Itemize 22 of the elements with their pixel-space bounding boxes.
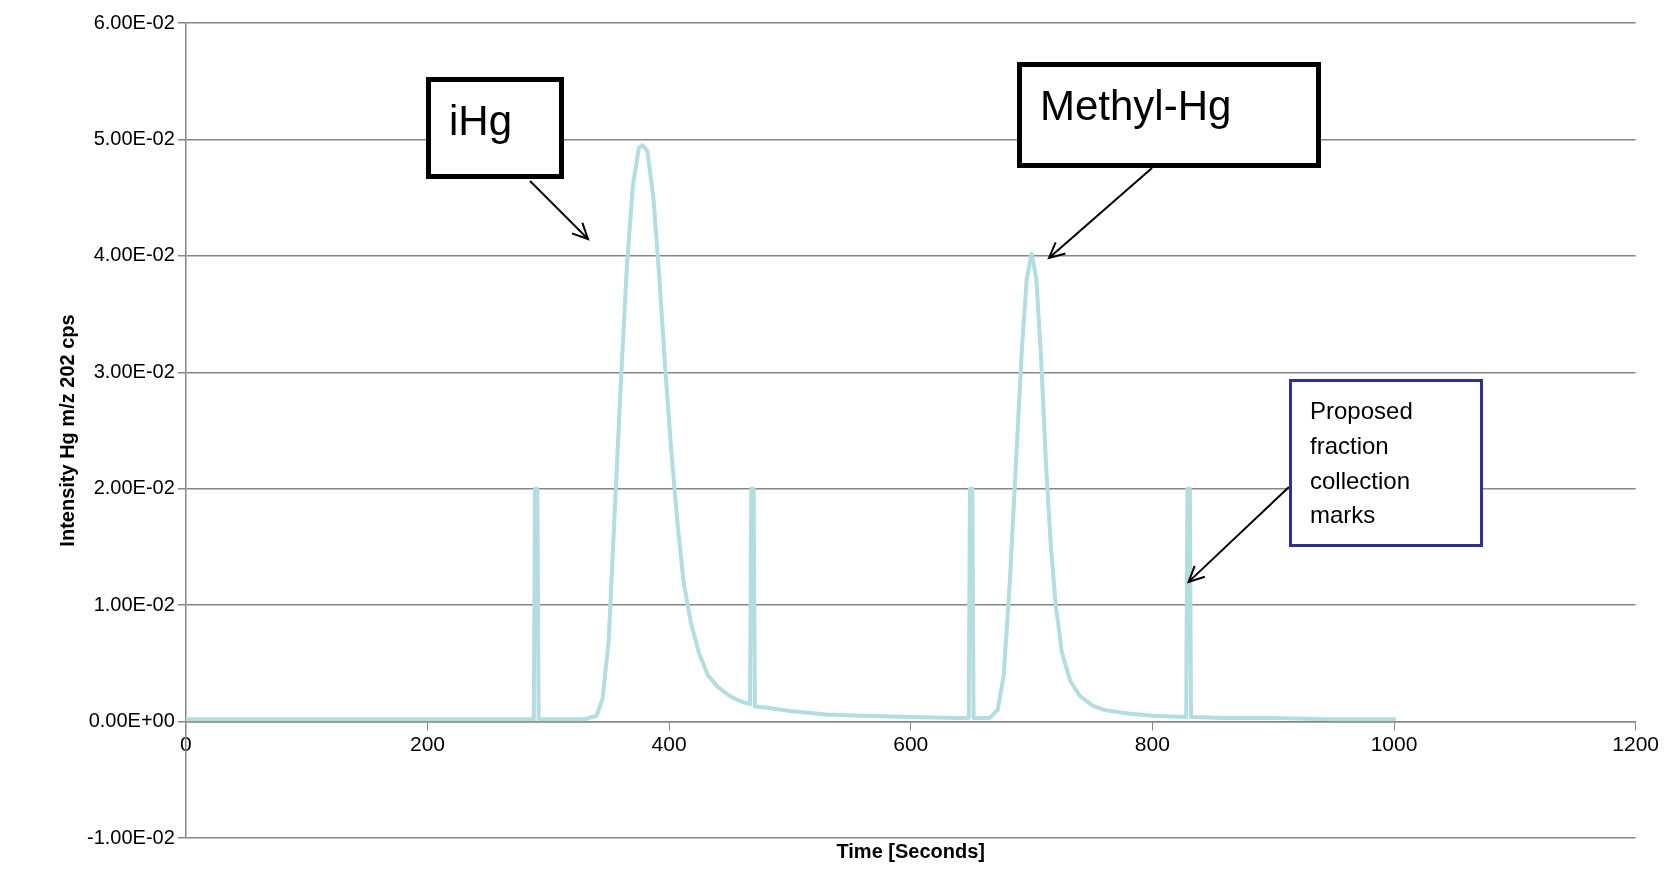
annotation: Methyl-Hg	[1040, 82, 1232, 129]
y-tick-label: 4.00E-02	[93, 243, 175, 266]
y-tick-label: 0.00E+00	[88, 709, 175, 732]
x-tick-label: 600	[893, 731, 929, 755]
x-tick-label: 1000	[1370, 731, 1418, 755]
annotation: iHg	[449, 97, 513, 144]
callout-box: iHg	[426, 77, 564, 179]
y-tick-label: -1.00E-02	[86, 825, 175, 848]
x-axis-title: Time [Seconds]	[836, 839, 986, 862]
y-tick-label: 6.00E-02	[93, 10, 175, 33]
x-tick-label: 200	[409, 731, 445, 755]
y-tick-label: 3.00E-02	[93, 359, 175, 382]
x-tick-label: 800	[1134, 731, 1170, 755]
y-tick-label: 1.00E-02	[93, 592, 175, 615]
annotation: Proposed fraction collection marks	[1310, 397, 1413, 529]
y-axis-title: Intensity Hg m/z 202 cps	[55, 314, 78, 547]
x-tick-label: 1200	[1612, 731, 1659, 755]
y-tick-label: 5.00E-02	[93, 126, 175, 149]
x-tick-label: 400	[651, 731, 687, 755]
callout-box: Proposed fraction collection marks	[1289, 379, 1483, 547]
callout-box: Methyl-Hg	[1017, 62, 1321, 168]
y-tick-label: 2.00E-02	[93, 476, 175, 499]
